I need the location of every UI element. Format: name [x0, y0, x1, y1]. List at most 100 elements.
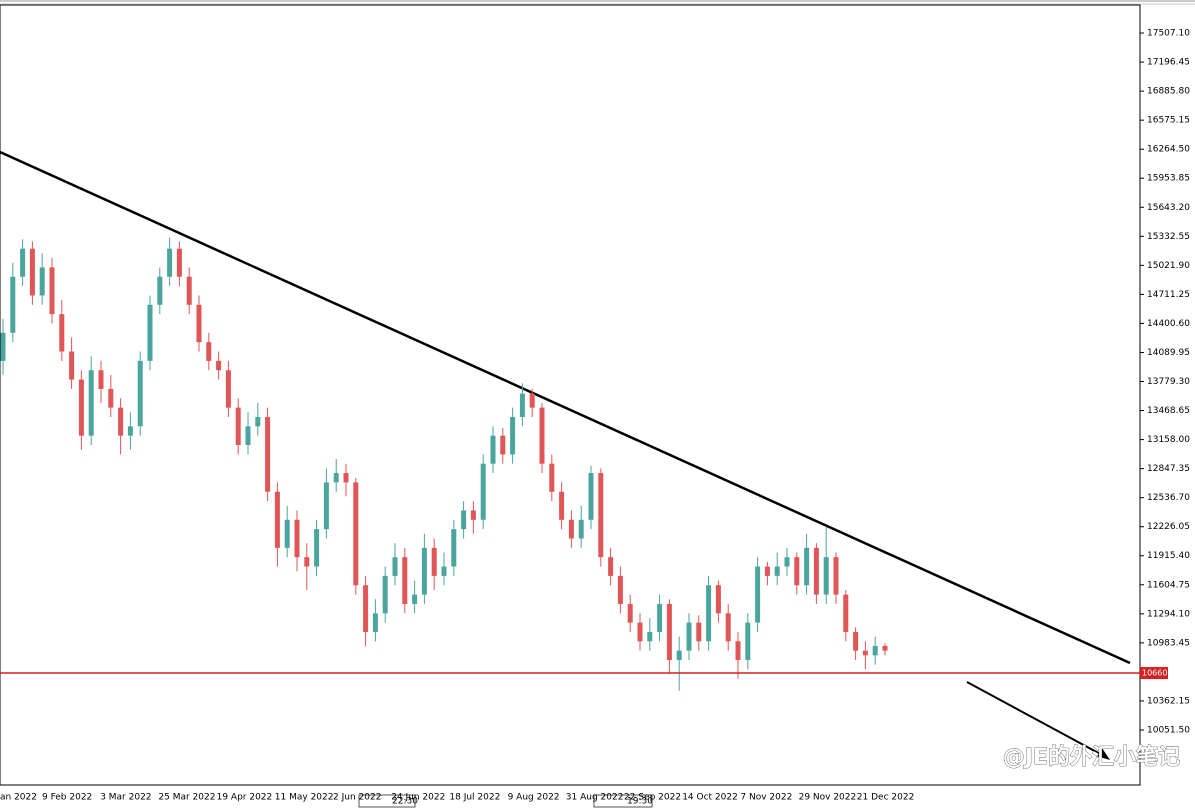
- candle-body: [20, 248, 26, 277]
- candle-body: [284, 519, 290, 548]
- candle-body: [598, 473, 604, 558]
- candle-body: [314, 529, 320, 567]
- candle-body: [696, 622, 702, 642]
- candle-body: [490, 435, 496, 464]
- candle-body: [421, 547, 427, 595]
- candle-body: [480, 463, 486, 520]
- candle-body: [657, 603, 663, 632]
- price-label-bg: [1140, 667, 1168, 680]
- candle-body: [431, 547, 437, 576]
- candle-body: [186, 276, 192, 305]
- y-tick-label: 11915.40: [1147, 551, 1190, 561]
- candle-body: [676, 650, 682, 661]
- candle-body: [784, 557, 790, 567]
- candle-body: [451, 529, 457, 567]
- x-tick-label: 22 Sep 2022: [624, 793, 681, 803]
- candle-body: [127, 426, 133, 436]
- y-tick-label: 12226.05: [1147, 522, 1190, 532]
- candle-body: [59, 314, 65, 352]
- candle-body: [804, 547, 810, 586]
- candle-body: [510, 416, 516, 455]
- arrow-line: [966, 681, 1105, 757]
- y-tick-label: 17507.10: [1147, 29, 1190, 39]
- candle-body: [392, 557, 398, 576]
- candle-body: [686, 622, 692, 651]
- candle-body: [216, 360, 222, 371]
- candle-body: [323, 482, 329, 530]
- candle-body: [833, 557, 839, 595]
- candle-body: [794, 557, 800, 586]
- candle-body: [108, 388, 114, 408]
- x-tick-label: 14 Oct 2022: [682, 793, 738, 803]
- y-tick-label: 15643.20: [1147, 203, 1190, 213]
- candle-body: [274, 491, 280, 548]
- candle-body: [617, 575, 623, 604]
- candle-body: [823, 557, 829, 595]
- x-tick-label: 11 May 2022: [275, 793, 334, 803]
- candle-body: [519, 393, 525, 417]
- candle-body: [637, 622, 643, 642]
- y-tick-label: 12847.35: [1147, 464, 1190, 474]
- candle-body: [735, 641, 741, 661]
- candle-body: [813, 547, 819, 595]
- candle-body: [78, 379, 84, 436]
- candle-body: [608, 557, 614, 576]
- candle-body: [372, 613, 378, 632]
- x-tick-label: 21 Dec 2022: [857, 793, 915, 803]
- y-tick-label: 13779.30: [1147, 377, 1190, 387]
- y-tick-label: 13158.00: [1147, 435, 1190, 445]
- candle-body: [0, 332, 6, 361]
- x-tick-label: 29 Nov 2022: [799, 793, 857, 803]
- y-tick-label: 11294.10: [1147, 609, 1190, 619]
- candle-body: [49, 267, 55, 315]
- candle-body: [304, 557, 310, 567]
- y-tick-label: 17196.45: [1147, 58, 1190, 68]
- x-tick-label: 24 Jun 2022: [391, 793, 445, 803]
- candle-body: [255, 416, 261, 427]
- y-tick-label: 10362.15: [1147, 696, 1190, 706]
- candle-body: [549, 463, 555, 492]
- candle-body: [225, 370, 231, 408]
- candle-body: [382, 575, 388, 614]
- candle-body: [568, 519, 574, 539]
- x-tick-label: 9 Aug 2022: [508, 793, 560, 803]
- marker-label: 19:30: [627, 797, 653, 807]
- candle-body: [539, 407, 545, 464]
- y-tick-label: 15021.90: [1147, 261, 1190, 271]
- candle-body: [627, 603, 633, 623]
- candle-body: [235, 407, 241, 446]
- y-tick-label: 11604.75: [1147, 580, 1190, 590]
- candle-body: [412, 594, 418, 604]
- x-tick-label: an 2022: [0, 793, 37, 803]
- candle-body: [353, 482, 359, 586]
- candle-body: [333, 473, 339, 483]
- candle-body: [176, 248, 182, 277]
- candle-body: [755, 566, 761, 623]
- candle-body: [764, 566, 770, 576]
- x-tick-label: 19 Apr 2022: [217, 793, 273, 803]
- y-tick-label: 12536.70: [1147, 493, 1190, 503]
- candle-body: [363, 585, 369, 632]
- plot-frame: [0, 4, 1141, 786]
- candle-body: [500, 435, 506, 455]
- watermark: @JE的外汇小笔记: [1003, 744, 1180, 770]
- candle-body: [39, 267, 45, 296]
- candle-body: [882, 645, 888, 651]
- candle-body: [559, 491, 565, 520]
- candle-body: [265, 416, 271, 492]
- candle-body: [245, 426, 251, 446]
- y-tick-label: 14089.95: [1147, 348, 1190, 358]
- x-tick-label: 31 Aug 2022: [566, 793, 624, 803]
- candle-body: [578, 519, 584, 539]
- y-tick-label: 16885.80: [1147, 87, 1190, 97]
- x-tick-label: 3 Mar 2022: [100, 793, 151, 803]
- x-tick-label: 9 Feb 2022: [42, 793, 92, 803]
- candle-body: [715, 585, 721, 614]
- candle-body: [69, 351, 75, 380]
- candle-body: [88, 370, 94, 436]
- candle-body: [461, 510, 467, 530]
- candle-body: [706, 585, 712, 642]
- y-tick-label: 16575.15: [1147, 116, 1190, 126]
- candle-body: [206, 342, 212, 361]
